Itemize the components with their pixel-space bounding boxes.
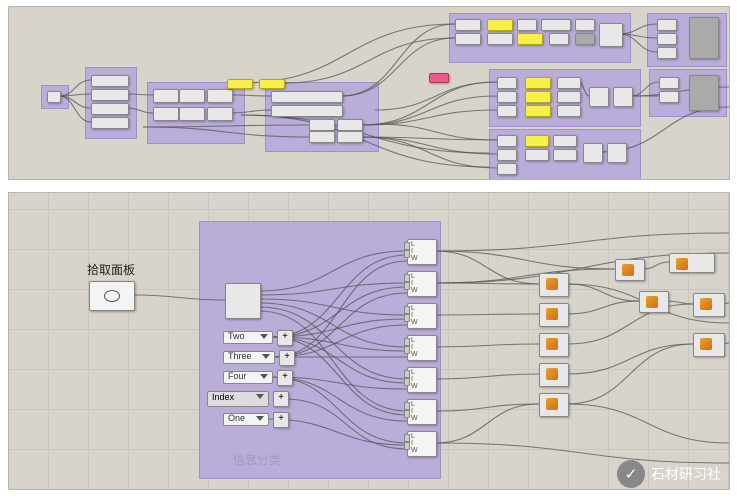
node-50[interactable] bbox=[497, 149, 517, 161]
right-node-7[interactable] bbox=[639, 291, 669, 313]
list-item-4[interactable]: LIW bbox=[407, 367, 437, 393]
node-43[interactable] bbox=[557, 105, 581, 117]
list-item-2[interactable]: LIW bbox=[407, 303, 437, 329]
index-box[interactable]: Index bbox=[207, 391, 269, 407]
node-35[interactable] bbox=[497, 77, 517, 89]
node-34[interactable] bbox=[689, 17, 719, 59]
explode-node[interactable] bbox=[225, 283, 261, 319]
right-node-2[interactable] bbox=[539, 333, 569, 357]
node-25[interactable] bbox=[455, 33, 481, 45]
right-node-3[interactable] bbox=[539, 363, 569, 387]
node-6[interactable] bbox=[179, 89, 205, 103]
node-18[interactable] bbox=[337, 131, 363, 143]
node-0[interactable] bbox=[47, 91, 61, 103]
node-49[interactable] bbox=[497, 135, 517, 147]
node-42[interactable] bbox=[557, 91, 581, 103]
node-5[interactable] bbox=[153, 89, 179, 103]
node-10[interactable] bbox=[207, 107, 233, 121]
node-16[interactable] bbox=[309, 131, 335, 143]
node-15[interactable] bbox=[309, 119, 335, 131]
node-55[interactable] bbox=[553, 149, 577, 161]
node-3[interactable] bbox=[91, 103, 129, 115]
node-54[interactable] bbox=[553, 135, 577, 147]
node-17[interactable] bbox=[337, 119, 363, 131]
node-27[interactable] bbox=[517, 33, 543, 45]
node-56[interactable] bbox=[583, 143, 603, 163]
list-item-0[interactable]: LIW bbox=[407, 239, 437, 265]
node-11[interactable] bbox=[227, 79, 253, 89]
list-item-5[interactable]: LIW bbox=[407, 399, 437, 425]
node-38[interactable] bbox=[525, 77, 551, 89]
node-31[interactable] bbox=[657, 19, 677, 31]
node-41[interactable] bbox=[557, 77, 581, 89]
list-item-1[interactable]: LIW bbox=[407, 271, 437, 297]
node-20[interactable] bbox=[455, 19, 481, 31]
plus-icon[interactable]: + bbox=[279, 350, 295, 366]
right-node-0[interactable] bbox=[539, 273, 569, 297]
node-24[interactable] bbox=[575, 19, 595, 31]
node-22[interactable] bbox=[517, 19, 537, 31]
node-21[interactable] bbox=[487, 19, 513, 31]
right-node-8[interactable] bbox=[693, 293, 725, 317]
node-9[interactable] bbox=[179, 107, 205, 121]
node-8[interactable] bbox=[153, 107, 179, 121]
right-node-1[interactable] bbox=[539, 303, 569, 327]
slider-one[interactable]: One bbox=[223, 413, 269, 426]
node-48[interactable] bbox=[689, 75, 719, 111]
node-13[interactable] bbox=[271, 91, 343, 103]
plus-icon[interactable]: + bbox=[273, 391, 289, 407]
watermark-text: 石材研习社 bbox=[651, 464, 721, 484]
node-37[interactable] bbox=[497, 105, 517, 117]
node-2[interactable] bbox=[91, 89, 129, 101]
wechat-icon: ✓ bbox=[617, 460, 645, 488]
list-item-3[interactable]: LIW bbox=[407, 335, 437, 361]
node-40[interactable] bbox=[525, 105, 551, 117]
list-item-6[interactable]: LIW bbox=[407, 431, 437, 457]
node-45[interactable] bbox=[613, 87, 633, 107]
pick-node[interactable] bbox=[89, 281, 135, 311]
node-1[interactable] bbox=[91, 75, 129, 87]
node-44[interactable] bbox=[589, 87, 609, 107]
node-29[interactable] bbox=[575, 33, 595, 45]
node-36[interactable] bbox=[497, 91, 517, 103]
right-node-6[interactable] bbox=[669, 253, 715, 273]
node-7[interactable] bbox=[207, 89, 233, 103]
slider-three[interactable]: Three bbox=[223, 351, 275, 364]
node-30[interactable] bbox=[599, 23, 623, 47]
node-39[interactable] bbox=[525, 91, 551, 103]
node-14[interactable] bbox=[271, 105, 343, 117]
node-47[interactable] bbox=[659, 91, 679, 103]
right-node-5[interactable] bbox=[615, 259, 645, 281]
node-19[interactable] bbox=[429, 73, 449, 83]
watermark: ✓ 石材研习社 bbox=[617, 460, 721, 488]
pick-label: 拾取面板 bbox=[87, 261, 135, 278]
plus-icon[interactable]: + bbox=[277, 330, 293, 346]
right-node-4[interactable] bbox=[539, 393, 569, 417]
node-46[interactable] bbox=[659, 77, 679, 89]
node-53[interactable] bbox=[525, 149, 549, 161]
bottom-canvas: 拾取面板 信息分类 Two+Three+Four+One+Index+LIWLI… bbox=[8, 192, 730, 490]
slider-four[interactable]: Four bbox=[223, 371, 273, 384]
right-node-9[interactable] bbox=[693, 333, 725, 357]
node-23[interactable] bbox=[541, 19, 571, 31]
node-4[interactable] bbox=[91, 117, 129, 129]
node-52[interactable] bbox=[525, 135, 549, 147]
node-28[interactable] bbox=[549, 33, 569, 45]
plus-icon[interactable]: + bbox=[273, 412, 289, 428]
node-57[interactable] bbox=[607, 143, 627, 163]
node-33[interactable] bbox=[657, 47, 677, 59]
node-26[interactable] bbox=[487, 33, 513, 45]
node-12[interactable] bbox=[259, 79, 285, 89]
node-32[interactable] bbox=[657, 33, 677, 45]
slider-two[interactable]: Two bbox=[223, 331, 273, 344]
node-51[interactable] bbox=[497, 163, 517, 175]
plus-icon[interactable]: + bbox=[277, 370, 293, 386]
top-canvas bbox=[8, 6, 730, 180]
